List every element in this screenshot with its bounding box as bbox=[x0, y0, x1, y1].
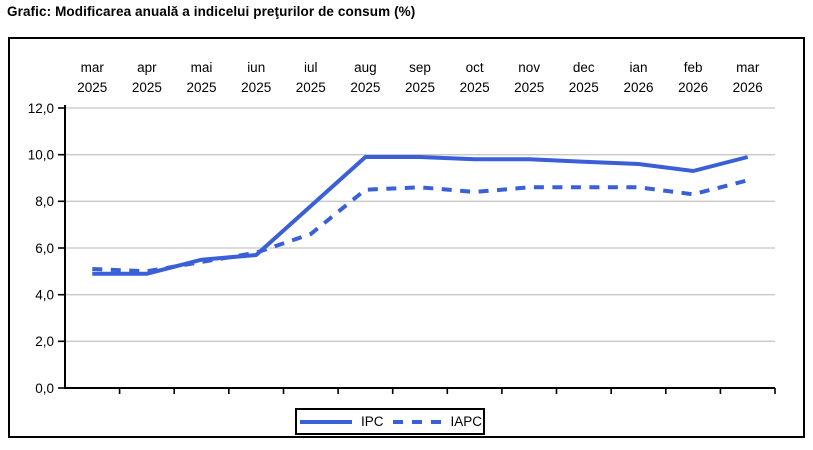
x-tick-label: oct bbox=[466, 60, 484, 75]
x-tick-label: ian bbox=[629, 60, 647, 75]
y-tick-label: 8,0 bbox=[35, 194, 54, 209]
x-tick-label: sep bbox=[409, 60, 431, 75]
page-title: Grafic: Modificarea anuală a indicelui p… bbox=[7, 4, 416, 19]
x-tick-label: mar bbox=[81, 60, 105, 75]
x-tick-label-year: 2026 bbox=[733, 80, 763, 95]
y-tick-label: 2,0 bbox=[35, 334, 54, 349]
x-tick-label-year: 2026 bbox=[623, 80, 653, 95]
x-tick-label: dec bbox=[573, 60, 595, 75]
x-tick-label: feb bbox=[684, 60, 703, 75]
x-tick-label: mar bbox=[736, 60, 760, 75]
y-tick-label: 4,0 bbox=[35, 288, 54, 303]
x-tick-label: aug bbox=[354, 60, 377, 75]
x-tick-label-year: 2025 bbox=[186, 80, 216, 95]
ipc-solid-line-swatch bbox=[299, 419, 352, 424]
x-tick-label-year: 2025 bbox=[132, 80, 162, 95]
iapc-dashed-line-swatch bbox=[392, 419, 443, 424]
legend-item-iapc: IAPC bbox=[392, 414, 483, 429]
y-tick-label: 0,0 bbox=[35, 381, 54, 396]
chart-legend: IPC IAPC bbox=[295, 408, 485, 435]
x-tick-label-year: 2025 bbox=[514, 80, 544, 95]
x-tick-label-year: 2025 bbox=[296, 80, 326, 95]
x-tick-label-year: 2025 bbox=[77, 80, 107, 95]
series-line-iapc bbox=[92, 178, 749, 274]
x-tick-label-year: 2025 bbox=[350, 80, 380, 95]
x-tick-label-year: 2025 bbox=[405, 80, 435, 95]
x-tick-label: apr bbox=[137, 60, 157, 75]
legend-item-ipc: IPC bbox=[298, 414, 384, 429]
y-tick-label: 6,0 bbox=[35, 241, 54, 256]
line-chart: mar 2025 apr 2025 mai 2025 iun 2025 iul 2025 aug 20… bbox=[28, 60, 776, 396]
y-tick-label: 12,0 bbox=[28, 101, 54, 116]
chart-container: mar 2025 apr 2025 mai 2025 iun 2025 iul 2025 aug 20… bbox=[8, 37, 805, 438]
x-tick-label-year: 2025 bbox=[241, 80, 271, 95]
legend-label-iapc: IAPC bbox=[450, 414, 483, 429]
x-tick-label: nov bbox=[518, 60, 540, 75]
x-tick-label: mai bbox=[191, 60, 213, 75]
series-line-ipc bbox=[92, 155, 749, 276]
x-tick-label-year: 2026 bbox=[678, 80, 708, 95]
legend-label-ipc: IPC bbox=[360, 414, 384, 429]
x-tick-label: iun bbox=[247, 60, 265, 75]
x-tick-label-year: 2025 bbox=[460, 80, 490, 95]
x-tick-label: iul bbox=[304, 60, 318, 75]
x-tick-label-year: 2025 bbox=[569, 80, 599, 95]
y-tick-label: 10,0 bbox=[28, 148, 54, 163]
